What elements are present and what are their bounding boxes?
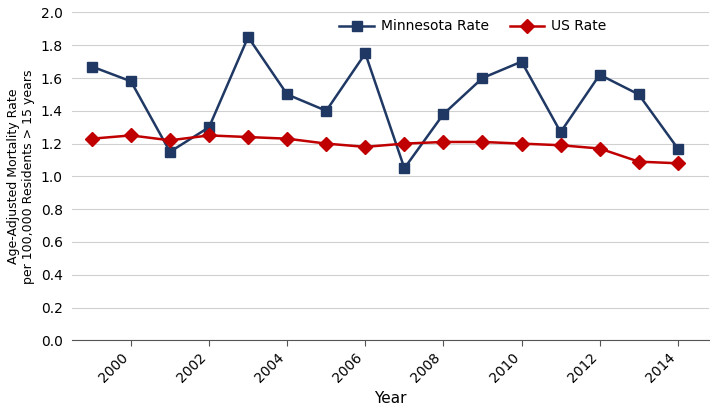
US Rate [283,136,291,141]
Minnesota Rate [165,150,174,154]
Minnesota Rate [634,92,643,97]
Legend: Minnesota Rate, US Rate: Minnesota Rate, US Rate [339,19,606,33]
US Rate [596,146,604,151]
US Rate [400,141,409,146]
US Rate [361,145,369,150]
US Rate [165,138,174,143]
Minnesota Rate [439,112,448,116]
Y-axis label: Age-Adjusted Mortality Rate
per 100,000 Residents > 15 years: Age-Adjusted Mortality Rate per 100,000 … [7,69,35,284]
Minnesota Rate [205,125,213,130]
US Rate [439,140,448,145]
Minnesota Rate [361,51,369,56]
US Rate [127,133,135,138]
Line: Minnesota Rate: Minnesota Rate [87,32,682,173]
Minnesota Rate [87,64,96,69]
Minnesota Rate [244,35,253,40]
US Rate [556,143,565,148]
US Rate [87,136,96,141]
US Rate [674,161,682,166]
US Rate [244,135,253,140]
Minnesota Rate [400,166,409,171]
Minnesota Rate [322,108,331,113]
Minnesota Rate [478,76,487,81]
Minnesota Rate [283,92,291,97]
US Rate [478,140,487,145]
Line: US Rate: US Rate [87,131,682,168]
US Rate [322,141,331,146]
US Rate [517,141,526,146]
Minnesota Rate [596,72,604,77]
US Rate [634,159,643,164]
US Rate [205,133,213,138]
Minnesota Rate [517,59,526,64]
X-axis label: Year: Year [374,391,407,406]
Minnesota Rate [556,130,565,135]
Minnesota Rate [127,79,135,84]
Minnesota Rate [674,146,682,151]
